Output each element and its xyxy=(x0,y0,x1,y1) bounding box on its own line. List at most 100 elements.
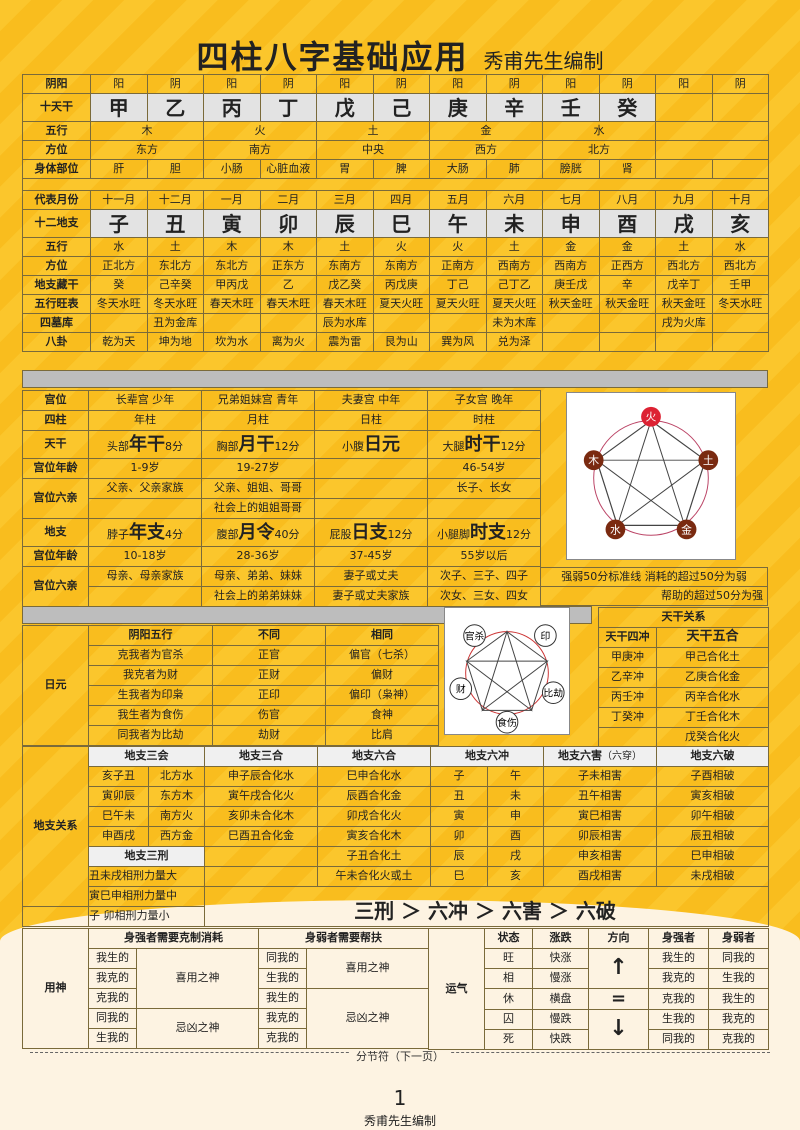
cell: 九月 xyxy=(655,190,713,210)
cell: 时柱 xyxy=(427,410,541,431)
cell: 我克的 xyxy=(258,1008,307,1029)
cell: 正西方 xyxy=(598,256,656,276)
cell: 土 xyxy=(146,237,204,257)
cell: 艮为山 xyxy=(372,332,430,352)
fire-node xyxy=(641,406,661,427)
cell: 我生者为食伤 xyxy=(88,705,213,726)
cell: 生我者为印枭 xyxy=(88,685,213,706)
cell: 辰为水库 xyxy=(316,313,374,333)
cell: 西方金 xyxy=(148,826,205,847)
dizhi-relations-table: 地支关系 地支三会 地支三合 地支六合 地支六冲 地支六害（六穿） 地支六破 亥… xyxy=(22,746,769,927)
arrow-down-icon: ↓ xyxy=(588,1008,649,1050)
cell: 木 xyxy=(203,237,261,257)
cell: 卯戌合化火 xyxy=(317,806,431,827)
cell: 坤为地 xyxy=(146,332,204,352)
wangbiao-row: 五行旺表 冬天水旺 冬天水旺 春天木旺 春天木旺 春天木旺 夏天火旺 夏天火旺 夏天火旺… xyxy=(22,294,769,314)
cell: 春天木旺 xyxy=(316,294,374,314)
cell: 正印 xyxy=(212,685,326,706)
metal-label: 金 xyxy=(681,522,692,536)
spacer-row xyxy=(22,178,769,191)
cell xyxy=(314,478,428,499)
cell: 天干关系 xyxy=(598,607,769,628)
cell: 辛 xyxy=(598,275,656,295)
cell: 不同 xyxy=(212,625,326,646)
cell: 生我的 xyxy=(258,968,307,989)
divider-bar xyxy=(22,370,768,388)
cell: 丙辛合化水 xyxy=(656,687,769,708)
cell: 癸 xyxy=(598,93,656,122)
cell: 五月 xyxy=(429,190,487,210)
cell: 辰 xyxy=(430,846,488,867)
cell: 震为雷 xyxy=(316,332,374,352)
note-line-2: 帮助的超过50分为强 xyxy=(540,586,768,606)
cell: 未为木库 xyxy=(485,313,543,333)
canggan-row: 地支藏干 癸己辛癸 甲丙戊乙 戊乙癸 丙戊庚 丁己 己丁乙 庚壬戊辛 戊辛丁 壬甲 xyxy=(22,275,769,295)
cell: 克我的 xyxy=(648,988,709,1010)
equal-icon: = xyxy=(588,988,649,1010)
cell: 阳 xyxy=(203,74,261,94)
cell: 一月 xyxy=(203,190,261,210)
score: 12分 xyxy=(506,527,531,541)
cell xyxy=(655,159,713,179)
cell: 运气 xyxy=(428,928,485,1050)
cell: 西北方 xyxy=(711,256,769,276)
cell: 冬天水旺 xyxy=(711,294,769,314)
cell: 慢跌 xyxy=(532,1008,589,1030)
cell: 克我的 xyxy=(88,988,137,1009)
cell: 同我的 xyxy=(88,1008,137,1029)
cell xyxy=(711,93,769,122)
cell: 地支藏干 xyxy=(22,275,91,295)
cell: 巳 xyxy=(372,209,430,238)
cell: 北方水 xyxy=(148,766,205,787)
cell: 子 xyxy=(90,209,148,238)
footer-text: 秀甫先生编制 xyxy=(363,1114,436,1128)
cell: 秋天金旺 xyxy=(542,294,600,314)
dz-fangwei-row: 方位 正北方 东北方 东北方 正东方 东南方 东南方 正南方 西南方 西南方 正西方 西北… xyxy=(22,256,769,276)
title-text: 四柱八字基础应用 xyxy=(196,38,469,76)
cell: 日柱 xyxy=(314,410,428,431)
shishen-cycle-diagram: 官杀 印 比劫 食伤 财 xyxy=(444,607,570,735)
cell: 木 xyxy=(259,237,317,257)
cell: 阳 xyxy=(655,74,713,94)
cell: 戌为火库 xyxy=(655,313,713,333)
cell: 卯 xyxy=(430,826,488,847)
dz-wuxing-row: 五行 水土 木木 土火 火土 金金 土水 xyxy=(22,237,769,257)
shenti-row: 身体部位 肝胆 小肠 心脏血液 胃脾 大肠肺 膀胱肾 xyxy=(22,159,769,179)
cell: 酉 xyxy=(598,209,656,238)
cell: 日元 xyxy=(22,625,89,746)
cell: 28-36岁 xyxy=(201,546,315,567)
cell: 巽为风 xyxy=(429,332,487,352)
basics-table: 阴阳 阳阴 阳阴 阳阴 阳阴 阳阴 阳阴 十天干 甲乙 丙丁 戊己 庚辛 壬癸 … xyxy=(22,74,769,352)
cell: 己辛癸 xyxy=(146,275,204,295)
cell: 食神 xyxy=(325,705,439,726)
cell: 亥子丑 xyxy=(88,766,149,787)
cell: 巳午未 xyxy=(88,806,149,827)
guansha-label: 官杀 xyxy=(465,630,485,643)
cell: 死 xyxy=(484,1028,533,1050)
cell: 五行旺表 xyxy=(22,294,91,314)
cell xyxy=(427,498,541,519)
cell xyxy=(598,313,656,333)
wood-node xyxy=(583,450,604,471)
cell: 快跌 xyxy=(532,1028,589,1050)
cell: 次女、三女、四女 xyxy=(427,586,541,607)
section-break: 分节符（下一页） xyxy=(30,1050,770,1072)
pillar-name: 年干 xyxy=(129,433,165,455)
cell: 同我的 xyxy=(258,948,307,969)
cell: 1-9岁 xyxy=(88,458,202,479)
yunqi-table: 运气 状态 涨跌 方向 身强者 身弱者 旺 快涨 ↑ 我生的 同我的 相 慢涨 … xyxy=(428,928,769,1050)
cell: 丑为金库 xyxy=(146,313,204,333)
cell: 火 xyxy=(203,121,317,141)
cell: 土 xyxy=(316,121,430,141)
cell: 戊 xyxy=(316,93,374,122)
cell xyxy=(598,727,657,748)
cell: 方向 xyxy=(588,928,649,949)
cell: 阴 xyxy=(372,74,430,94)
cell xyxy=(655,140,769,160)
cell xyxy=(655,121,769,141)
cell: 辰酉合化金 xyxy=(317,786,431,807)
cell: 正东方 xyxy=(259,256,317,276)
cell: 正北方 xyxy=(90,256,148,276)
cell: 我克的 xyxy=(648,968,709,989)
cell: 地支六合 xyxy=(317,746,431,767)
